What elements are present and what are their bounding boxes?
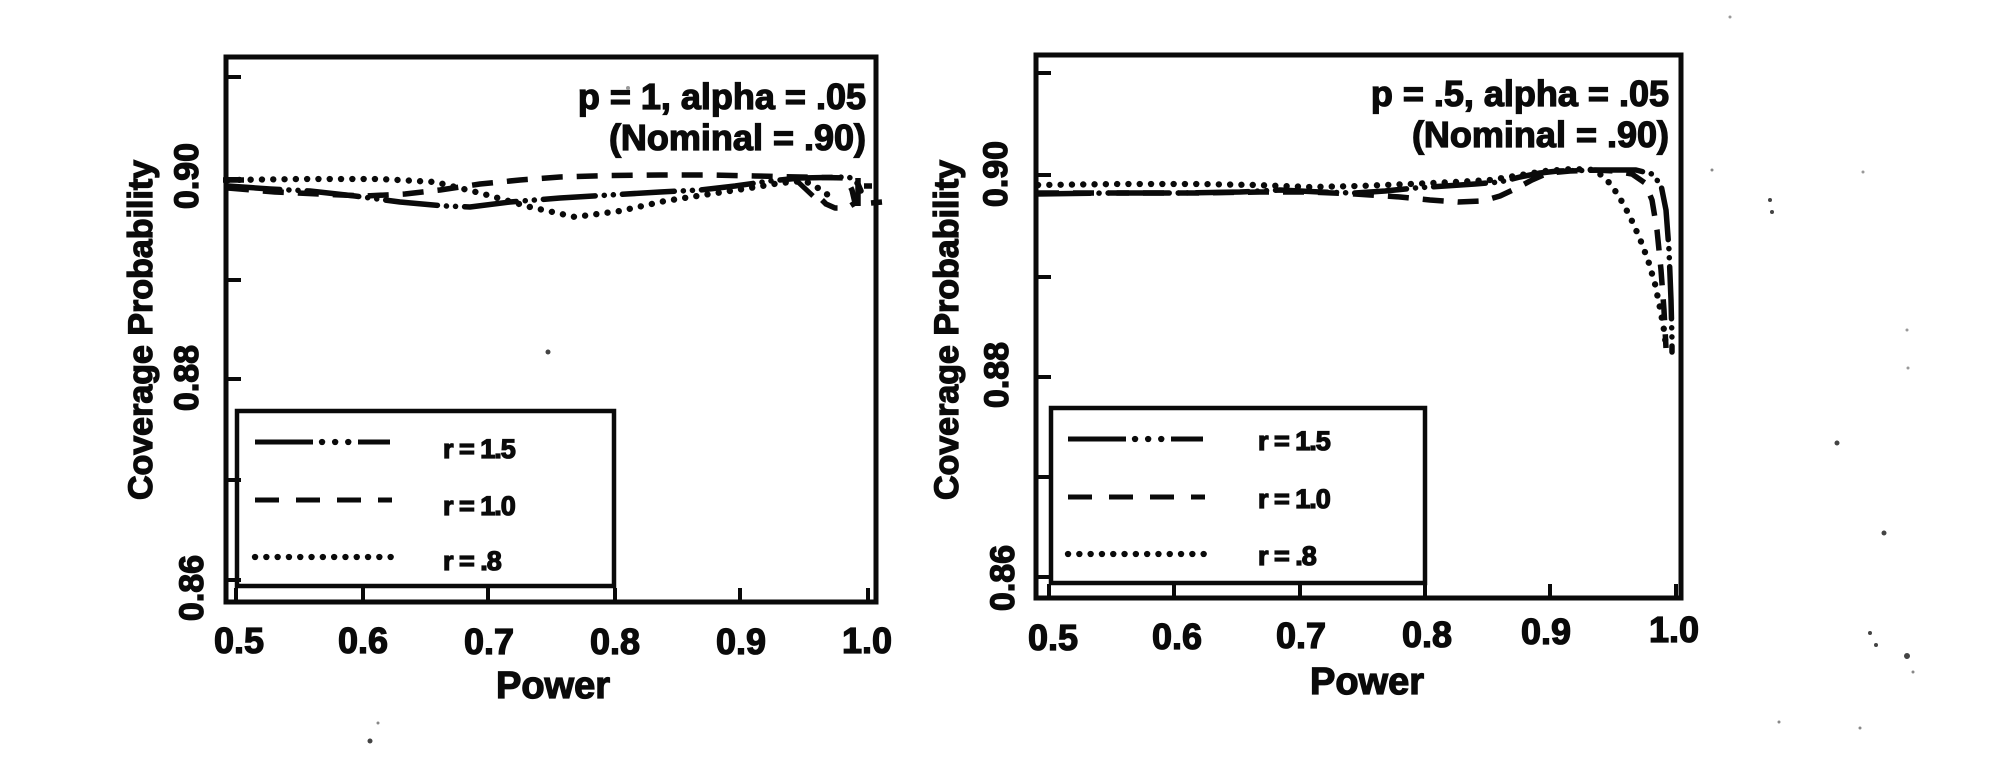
- svg-text:0.6: 0.6: [1152, 616, 1202, 657]
- svg-text:0.7: 0.7: [464, 621, 514, 662]
- svg-text:0.9: 0.9: [716, 621, 766, 662]
- svg-text:0.9: 0.9: [1521, 611, 1571, 652]
- svg-text:0.90: 0.90: [977, 141, 1015, 207]
- svg-text:Power: Power: [1310, 661, 1424, 703]
- svg-text:0.8: 0.8: [590, 621, 640, 662]
- svg-text:(Nominal = .90): (Nominal = .90): [609, 117, 866, 158]
- svg-text:0.5: 0.5: [214, 620, 264, 661]
- svg-text:1.0: 1.0: [1649, 609, 1699, 650]
- svg-text:p = .5, alpha = .05: p = .5, alpha = .05: [1371, 73, 1669, 114]
- svg-text:0.5: 0.5: [1028, 617, 1078, 658]
- svg-text:0.88: 0.88: [168, 345, 206, 411]
- svg-text:r = 1.0: r = 1.0: [1258, 484, 1330, 514]
- svg-text:Power: Power: [496, 665, 610, 707]
- svg-text:0.86: 0.86: [173, 555, 211, 621]
- svg-text:0.90: 0.90: [168, 143, 206, 209]
- svg-text:r = 1.5: r = 1.5: [1258, 426, 1331, 456]
- svg-text:0.88: 0.88: [978, 342, 1016, 408]
- svg-text:p = 1, alpha = .05: p = 1, alpha = .05: [578, 76, 866, 117]
- svg-text:0.6: 0.6: [338, 620, 388, 661]
- svg-text:(Nominal = .90): (Nominal = .90): [1412, 114, 1669, 155]
- svg-text:r = 1.0: r = 1.0: [443, 491, 515, 521]
- svg-text:0.86: 0.86: [984, 545, 1022, 611]
- svg-text:0.7: 0.7: [1276, 615, 1326, 656]
- svg-text:r = 1.5: r = 1.5: [443, 434, 516, 464]
- svg-text:Coverage Probability: Coverage Probability: [928, 160, 966, 500]
- svg-text:r = .8: r = .8: [1258, 541, 1317, 571]
- svg-text:r = .8: r = .8: [443, 546, 502, 576]
- svg-text:1.0: 1.0: [842, 620, 892, 661]
- svg-text:0.8: 0.8: [1402, 614, 1452, 655]
- svg-text:Coverage Probability: Coverage Probability: [122, 160, 160, 500]
